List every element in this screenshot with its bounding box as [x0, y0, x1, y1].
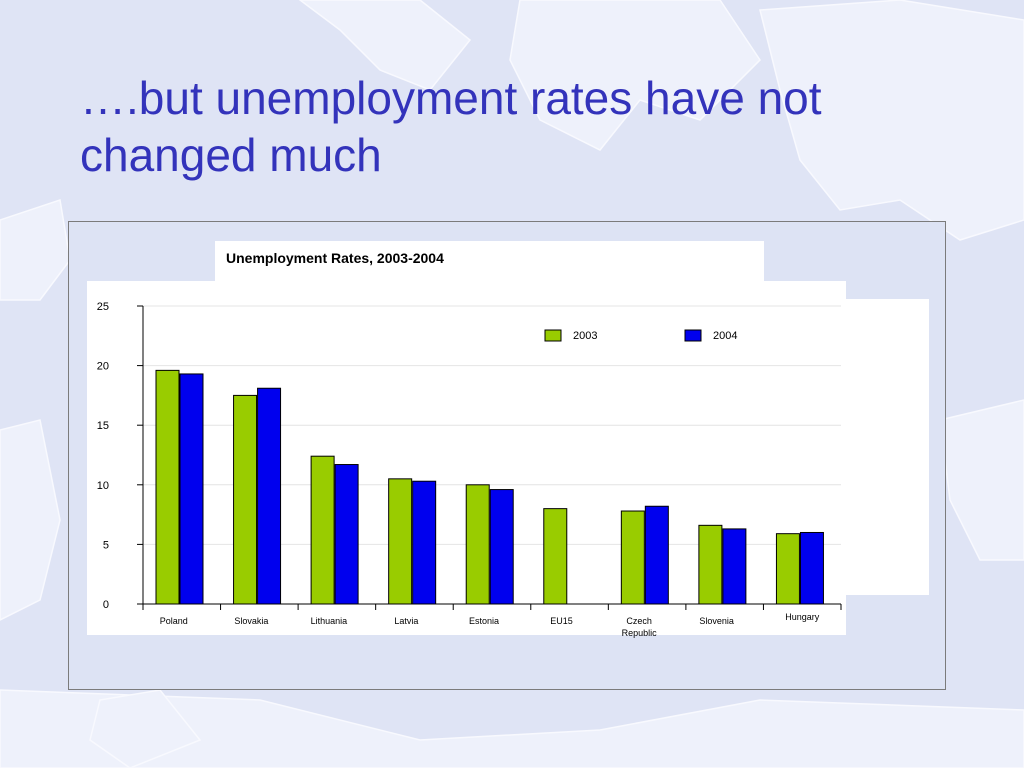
legend-swatch-2004 — [684, 329, 702, 342]
slide-title-line-1: ….but unemployment rates have not — [80, 72, 822, 124]
legend-label-2004: 2004 — [713, 330, 737, 342]
y-tick-label: 25 — [97, 301, 109, 313]
bar-2004-estonia — [489, 489, 514, 605]
bar-2004-slovakia — [257, 387, 282, 605]
chart-side-panel — [846, 299, 929, 595]
bar-2004-slovenia — [722, 528, 747, 605]
x-tick-label: Slovakia — [234, 616, 268, 626]
chart-frame: Unemployment Rates, 2003-2004 0 5 10 15 20 25… — [68, 221, 946, 690]
legend-swatch-2003 — [544, 329, 562, 342]
bar-2003-latvia — [388, 478, 413, 605]
x-tick-label: Poland — [160, 616, 188, 626]
chart-title: Unemployment Rates, 2003-2004 — [226, 250, 444, 266]
slide-title: ….but unemployment rates have not change… — [80, 70, 960, 184]
bar-2003-slovenia — [698, 524, 723, 605]
bar-2003-estonia — [465, 484, 490, 605]
y-tick-label: 15 — [97, 420, 109, 432]
bar-2004-poland — [179, 373, 204, 605]
slide-title-line-2: changed much — [80, 129, 382, 181]
x-tick-label: EU15 — [550, 616, 573, 626]
legend-label-2003: 2003 — [573, 330, 597, 342]
bar-2003-slovakia — [233, 394, 258, 605]
x-tick-label: Czech Republic — [622, 616, 658, 638]
x-tick-label: Estonia — [469, 616, 499, 626]
bar-2004-latvia — [412, 480, 437, 605]
bar-2003-hungary — [775, 533, 800, 605]
bar-2003-lithuania — [310, 455, 335, 605]
y-tick-label: 0 — [103, 599, 109, 611]
bar-2004-hungary — [799, 531, 824, 605]
x-tick-label: Slovenia — [699, 616, 734, 626]
bar-2004-czech-republic — [644, 505, 669, 605]
bar-2003-poland — [155, 369, 180, 605]
y-tick-label: 20 — [97, 361, 109, 373]
y-tick-label: 5 — [103, 539, 109, 551]
y-tick-label: 10 — [97, 480, 109, 492]
x-tick-label: Latvia — [394, 616, 418, 626]
x-tick-label: Lithuania — [311, 616, 348, 626]
bar-2003-czech-republic — [620, 510, 645, 605]
bar-2004-lithuania — [334, 464, 359, 605]
x-tick-label: Hungary — [785, 612, 820, 622]
bar-chart: Unemployment Rates, 2003-2004 0 5 10 15 20 25… — [87, 241, 929, 638]
bar-2003-eu15 — [543, 508, 568, 605]
